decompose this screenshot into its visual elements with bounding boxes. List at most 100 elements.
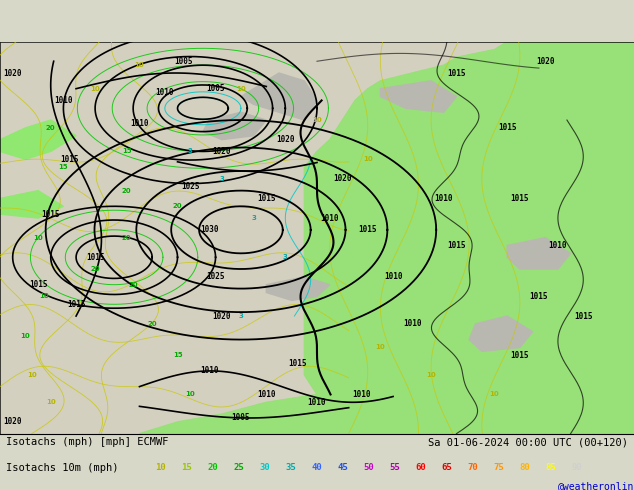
Text: 30: 30 [259,463,270,472]
Text: 1015: 1015 [498,123,517,132]
Text: 10: 10 [312,117,322,123]
Text: @weatheronline.co.uk: @weatheronline.co.uk [558,481,634,490]
Text: 1020: 1020 [212,147,231,156]
Text: 1020: 1020 [276,135,295,144]
Text: 10: 10 [46,399,56,405]
Polygon shape [495,198,634,336]
Text: 1010: 1010 [200,367,219,375]
Text: 1020: 1020 [333,174,352,183]
Text: 15: 15 [172,352,183,358]
Text: 15: 15 [58,164,68,170]
Text: 1010: 1010 [307,398,327,407]
Text: 1015: 1015 [529,292,548,301]
Polygon shape [469,316,533,351]
Text: 1015: 1015 [29,280,48,289]
Text: 10: 10 [155,463,166,472]
Text: 1010: 1010 [155,88,174,97]
Text: 20: 20 [122,235,132,241]
Text: 15: 15 [181,463,192,472]
Text: 1010: 1010 [54,96,73,105]
Text: 45: 45 [337,463,348,472]
Text: 1015: 1015 [60,155,79,164]
Text: 10: 10 [489,392,500,397]
Text: 1010: 1010 [320,214,339,222]
Text: 25: 25 [233,463,244,472]
Text: 1020: 1020 [536,57,555,66]
Text: 10: 10 [363,156,373,162]
Text: 20: 20 [128,282,138,288]
Text: Isotachs (mph) [mph] ECMWF: Isotachs (mph) [mph] ECMWF [6,437,169,447]
Text: Sa 01-06-2024 00:00 UTC (00+120): Sa 01-06-2024 00:00 UTC (00+120) [428,437,628,447]
Text: 1020: 1020 [3,417,22,426]
Text: 1015: 1015 [257,194,276,203]
Text: 1020: 1020 [212,312,231,320]
Polygon shape [241,73,317,120]
Text: 10: 10 [426,372,436,378]
Polygon shape [0,120,76,159]
Text: 70: 70 [467,463,478,472]
Text: 40: 40 [311,463,322,472]
Text: 3: 3 [251,215,256,221]
Polygon shape [330,159,456,230]
Polygon shape [380,81,456,112]
Text: 10: 10 [236,86,246,92]
Text: 3: 3 [219,176,224,182]
Polygon shape [203,112,266,140]
Text: 1010: 1010 [130,120,149,128]
Text: 1015: 1015 [67,300,86,309]
Text: 20: 20 [122,188,132,194]
Text: 1015: 1015 [41,210,60,219]
Text: 85: 85 [545,463,556,472]
Text: 1010: 1010 [384,272,403,281]
Text: 10: 10 [134,62,145,68]
Text: 10: 10 [375,344,385,350]
Text: 65: 65 [441,463,452,472]
Text: 10: 10 [90,86,100,92]
Text: 3: 3 [188,148,193,154]
Text: 1015: 1015 [358,225,377,234]
Text: 1005: 1005 [174,57,193,66]
Text: 1015: 1015 [447,69,466,77]
Text: 20: 20 [90,266,100,272]
Text: 10: 10 [39,294,49,299]
Text: 10: 10 [27,372,37,378]
Text: 20: 20 [207,463,218,472]
Text: 20: 20 [172,203,183,209]
Text: 20: 20 [147,321,157,327]
Polygon shape [304,42,634,434]
Text: 50: 50 [363,463,374,472]
Text: 1020: 1020 [3,69,22,77]
Text: 1010: 1010 [548,241,567,250]
Text: 60: 60 [415,463,426,472]
Text: 15: 15 [122,148,132,154]
Text: 90: 90 [571,463,582,472]
Text: 1010: 1010 [403,319,422,328]
Polygon shape [507,238,571,269]
Text: 1010: 1010 [352,390,371,399]
Text: 3: 3 [283,254,288,260]
Polygon shape [0,191,63,218]
Text: 1010: 1010 [434,194,453,203]
Text: 1015: 1015 [447,241,466,250]
Text: 1010: 1010 [257,390,276,399]
Polygon shape [139,363,507,434]
Text: 10: 10 [20,333,30,339]
Text: 1015: 1015 [574,312,593,320]
Text: 3: 3 [238,313,243,319]
Text: 20: 20 [46,125,56,131]
Text: 55: 55 [389,463,400,472]
Text: 1025: 1025 [206,272,225,281]
Text: 35: 35 [285,463,296,472]
Text: 1015: 1015 [510,194,529,203]
Text: 1030: 1030 [200,225,219,234]
Text: 10: 10 [185,392,195,397]
Text: 1005: 1005 [231,414,250,422]
Text: 80: 80 [519,463,530,472]
Text: Isotachs 10m (mph): Isotachs 10m (mph) [6,463,119,473]
Text: 1015: 1015 [510,351,529,360]
Text: 75: 75 [493,463,504,472]
Text: 1025: 1025 [181,182,200,191]
Text: 10: 10 [33,235,43,241]
Text: 1015: 1015 [288,359,307,368]
Polygon shape [266,277,330,300]
